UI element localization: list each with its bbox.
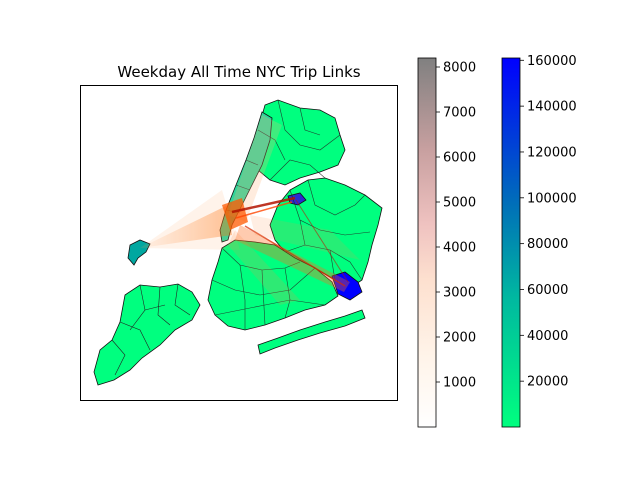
colorbar-zones-tick-label: 140000 [527, 100, 577, 115]
link-lga-manhattan-2 [235, 201, 293, 219]
laguardia-airport [287, 192, 307, 206]
colorbar-zones: 20000 40000 60000 80000 100000 120000 140000 16… [501, 54, 577, 428]
link-fan-jfk [235, 225, 350, 292]
colorbar-links-tick-label: 7000 [443, 106, 476, 121]
rockaway [257, 309, 366, 355]
link-jfk-lga [295, 199, 349, 283]
colorbar-zones-tick-label: 100000 [527, 191, 577, 206]
zone-borders [211, 99, 371, 330]
colorbar-links-ticks: 1000 2000 3000 4000 5000 6000 7000 8000 [436, 61, 476, 391]
colorbar-zones-tick-label: 160000 [527, 54, 577, 69]
colorbar-links: 1000 2000 3000 4000 5000 6000 7000 8000 [417, 57, 476, 428]
link-jfk-manhattan [244, 225, 346, 287]
link-fan-brooklyn [228, 230, 300, 305]
colorbar-links-tick-label: 2000 [443, 331, 476, 346]
jfk-airport [331, 271, 363, 301]
map-title: Weekday All Time NYC Trip Links [117, 63, 360, 81]
colorbar-links-tick-label: 1000 [443, 376, 476, 391]
link-fan-ewr [140, 205, 232, 248]
staten-island-zone-borders [111, 283, 191, 376]
map-axes [80, 85, 398, 401]
colorbar-zones-tick-label: 60000 [527, 283, 568, 298]
colorbar-zones-tick-label: 20000 [527, 375, 568, 390]
colorbar-links-tick-label: 6000 [443, 151, 476, 166]
brooklyn [207, 239, 339, 331]
link-core-manhattan [222, 198, 248, 230]
trip-links [140, 115, 360, 305]
colorbar-zones-ticks: 20000 40000 60000 80000 100000 120000 140000 16… [520, 54, 577, 390]
link-lga-manhattan [231, 196, 296, 214]
link-fan-ewr-wide [140, 190, 240, 250]
colorbar-links-gradient [417, 57, 437, 428]
colorbar-zones-tick-label: 40000 [527, 329, 568, 344]
staten-island [93, 283, 201, 386]
colorbar-links-tick-label: 5000 [443, 196, 476, 211]
colorbar-zones-tick-label: 80000 [527, 237, 568, 252]
colorbar-zones-gradient [501, 57, 521, 428]
colorbar-links-tick-label: 8000 [443, 61, 476, 76]
link-fan-north [228, 115, 282, 222]
colorbar-links-tick-label: 3000 [443, 286, 476, 301]
colorbar-zones-tick-label: 120000 [527, 145, 577, 160]
link-queens-spread [250, 215, 360, 260]
colorbar-links-tick-label: 4000 [443, 241, 476, 256]
